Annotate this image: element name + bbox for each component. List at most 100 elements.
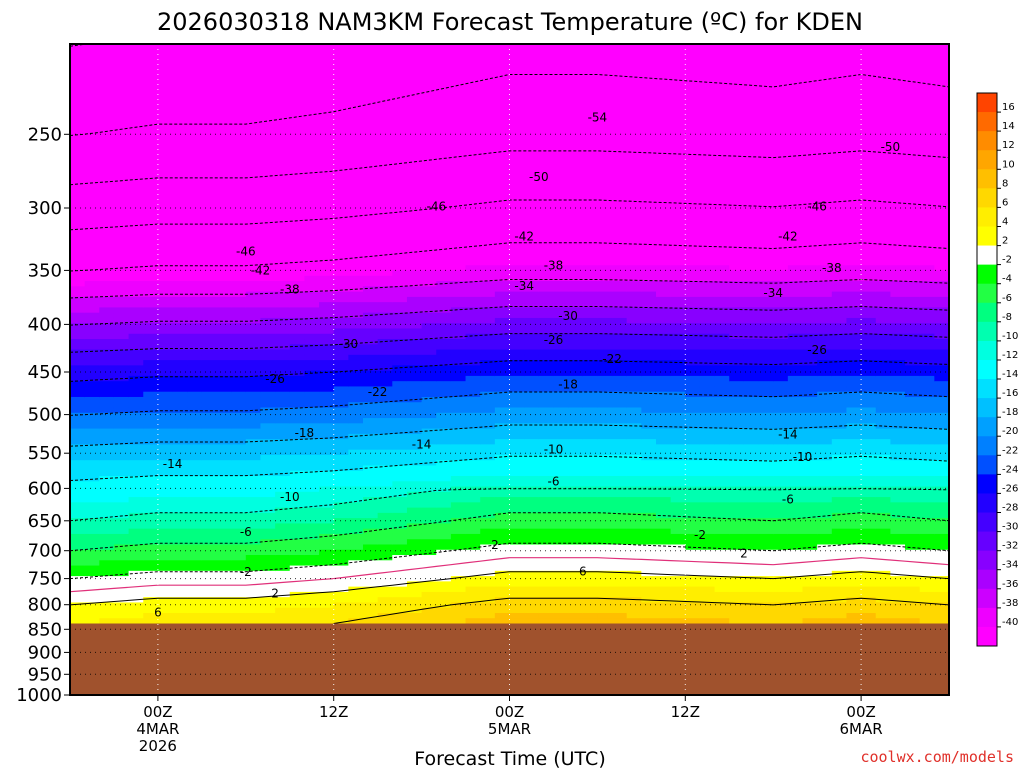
temperature-cell [113, 107, 130, 114]
temperature-cell [377, 86, 393, 93]
temperature-cell [626, 207, 642, 214]
temperature-cell [450, 344, 467, 351]
temperature-cell [143, 302, 159, 309]
temperature-cell [99, 80, 115, 87]
temperature-cell [568, 49, 584, 56]
temperature-cell [157, 75, 174, 82]
temperature-cell [99, 228, 115, 235]
temperature-cell [538, 254, 555, 261]
temperature-cell [333, 386, 349, 393]
temperature-cell [597, 544, 613, 551]
temperature-cell [231, 460, 247, 467]
temperature-cell [699, 444, 716, 451]
temperature-cell [157, 391, 174, 398]
temperature-cell [275, 317, 291, 324]
temperature-cell [172, 570, 188, 577]
temperature-cell [304, 576, 320, 582]
temperature-cell [480, 497, 496, 503]
temperature-cell [70, 191, 86, 198]
temperature-cell [509, 476, 525, 482]
temperature-cell [670, 539, 686, 546]
temperature-cell [377, 233, 393, 240]
temperature-cell [84, 133, 100, 140]
temperature-cell [582, 270, 598, 277]
temperature-cell [480, 86, 496, 93]
temperature-cell [612, 418, 628, 424]
temperature-cell [509, 107, 525, 114]
temperature-cell [348, 75, 364, 82]
temperature-cell [597, 428, 613, 435]
temperature-cell [699, 555, 716, 561]
temperature-cell [392, 491, 408, 498]
temperature-cell [319, 612, 335, 619]
temperature-cell [260, 191, 276, 198]
temperature-cell [99, 59, 115, 66]
temperature-cell [113, 528, 130, 535]
temperature-cell [201, 291, 218, 298]
temperature-cell [157, 591, 174, 598]
temperature-cell [304, 65, 320, 71]
temperature-cell [172, 465, 188, 472]
temperature-cell [626, 449, 642, 456]
temperature-cell [670, 481, 686, 488]
temperature-cell [172, 544, 188, 551]
temperature-cell [201, 260, 218, 266]
temperature-cell [450, 439, 467, 445]
temperature-cell [172, 128, 188, 135]
temperature-cell [260, 391, 276, 398]
temperature-cell [509, 591, 525, 598]
temperature-cell [699, 238, 716, 245]
temperature-cell [289, 433, 305, 440]
temperature-cell [406, 560, 423, 567]
temperature-cell [641, 101, 657, 108]
temperature-cell [509, 402, 525, 409]
temperature-cell [363, 491, 379, 498]
temperature-cell [363, 497, 379, 503]
temperature-cell [699, 597, 716, 604]
temperature-cell [450, 391, 467, 398]
temperature-cell [612, 328, 628, 335]
temperature-cell [699, 123, 716, 129]
temperature-cell [524, 439, 540, 445]
temperature-cell [304, 444, 320, 451]
temperature-cell [157, 49, 174, 56]
temperature-cell [289, 586, 305, 593]
temperature-cell [348, 70, 364, 77]
temperature-cell [597, 581, 613, 588]
temperature-cell [436, 491, 452, 498]
temperature-cell [436, 123, 452, 129]
temperature-cell [685, 275, 701, 282]
temperature-cell [568, 470, 584, 477]
temperature-cell [363, 602, 379, 609]
temperature-cell [157, 165, 174, 172]
temperature-cell [670, 612, 686, 619]
temperature-cell [436, 223, 452, 229]
temperature-cell [319, 339, 335, 345]
temperature-cell [729, 244, 745, 251]
temperature-cell [187, 91, 203, 98]
temperature-cell [612, 302, 628, 309]
temperature-cell [216, 233, 232, 240]
temperature-cell [289, 412, 305, 419]
temperature-cell [421, 312, 437, 319]
temperature-cell [289, 439, 305, 445]
temperature-cell [494, 96, 511, 103]
temperature-cell [231, 44, 247, 50]
temperature-cell [509, 128, 525, 135]
temperature-cell [656, 291, 672, 298]
temperature-cell [670, 396, 686, 403]
temperature-cell [157, 560, 174, 567]
temperature-cell [568, 86, 584, 93]
temperature-cell [245, 539, 262, 546]
temperature-cell [187, 138, 203, 145]
temperature-cell [157, 602, 174, 609]
temperature-cell [245, 607, 262, 614]
temperature-cell [84, 270, 100, 277]
temperature-cell [333, 607, 349, 614]
temperature-cell [70, 565, 86, 572]
temperature-cell [699, 375, 716, 382]
temperature-cell [84, 302, 100, 309]
temperature-cell [333, 202, 349, 208]
temperature-cell [612, 433, 628, 440]
temperature-cell [84, 49, 100, 56]
